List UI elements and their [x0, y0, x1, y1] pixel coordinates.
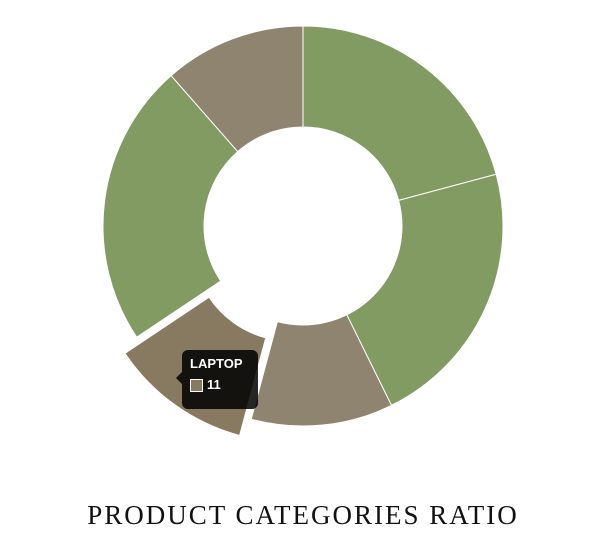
tooltip-value-row: 11 — [190, 378, 250, 392]
donut-slice[interactable] — [102, 74, 239, 338]
donut-slice[interactable] — [250, 314, 393, 427]
tooltip-value: 11 — [207, 377, 221, 392]
tooltip-color-swatch — [190, 378, 203, 392]
chart-title: PRODUCT CATEGORIES RATIO — [87, 500, 519, 530]
donut-slice[interactable] — [170, 25, 304, 153]
tooltip-label: LAPTOP — [190, 356, 243, 371]
chart-tooltip: LAPTOP 11 — [176, 350, 258, 409]
donut-slice[interactable] — [346, 173, 504, 407]
donut-slice[interactable] — [302, 25, 497, 201]
